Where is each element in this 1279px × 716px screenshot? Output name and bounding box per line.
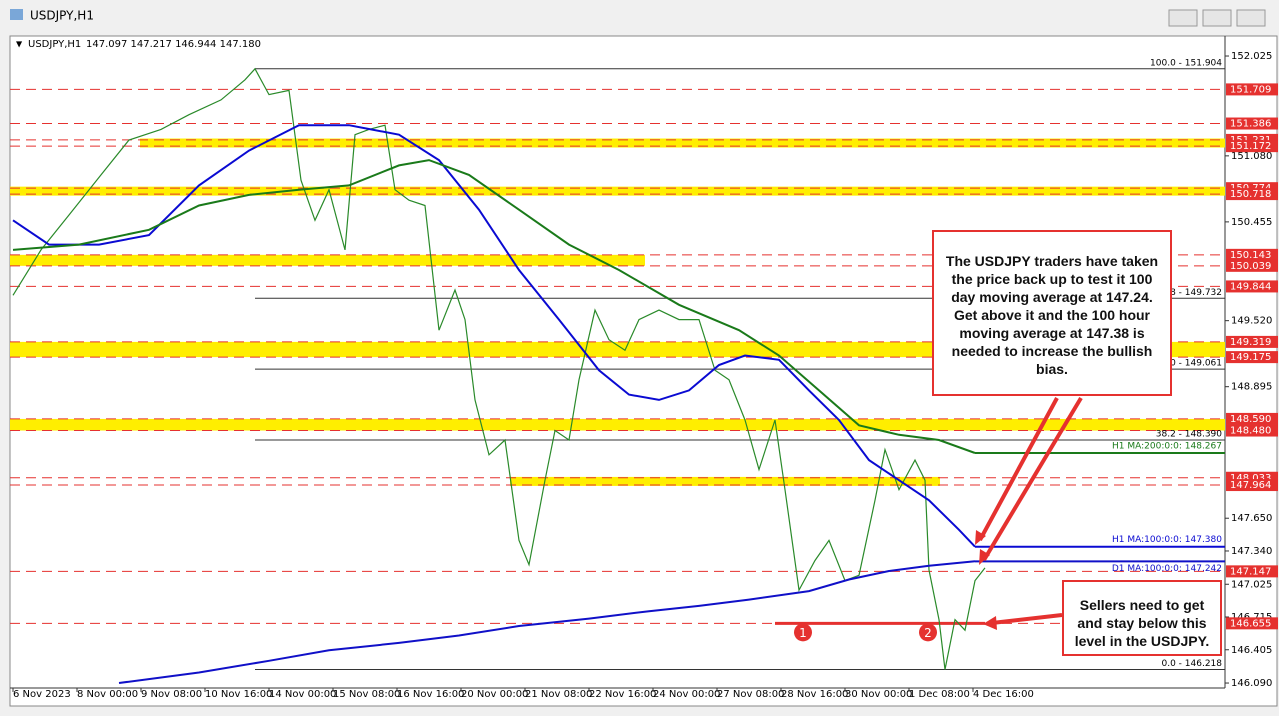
price-box-label: 150.039	[1230, 261, 1271, 272]
price-box-label: 149.319	[1230, 337, 1271, 348]
arrow-head	[975, 530, 986, 545]
fib-label: 61.8 - 149.732	[1156, 288, 1222, 298]
price-box-label: 149.175	[1230, 352, 1271, 363]
price-line	[12, 67, 986, 670]
y-tick-label: 148.895	[1231, 382, 1272, 393]
price-box	[1226, 617, 1278, 630]
price-box-label: 150.718	[1230, 189, 1271, 200]
ma-label: H1 MA:100:0:0: 147.380	[1112, 535, 1222, 545]
y-tick-label: 147.650	[1231, 513, 1272, 524]
y-tick-label: 147.340	[1231, 546, 1272, 557]
price-box	[1226, 565, 1278, 578]
arrow-head	[979, 549, 990, 565]
arrow-head	[983, 616, 997, 630]
marker-label: 1	[799, 626, 807, 640]
support-zone	[10, 418, 1225, 431]
y-tick-label: 147.025	[1231, 579, 1272, 590]
price-box	[1226, 479, 1278, 492]
marker	[919, 623, 937, 642]
x-tick-label: 30 Nov 00:00	[845, 689, 912, 700]
y-tick-label: 149.520	[1231, 316, 1272, 327]
price-box	[1226, 83, 1278, 96]
moving-average	[12, 124, 976, 548]
price-box-label: 146.655	[1230, 618, 1271, 629]
x-tick-label: 10 Nov 16:00	[205, 689, 272, 700]
x-tick-label: 14 Nov 00:00	[269, 689, 336, 700]
price-box-label: 148.590	[1230, 414, 1271, 425]
arrow	[982, 396, 1083, 562]
support-zone	[10, 341, 1225, 358]
y-tick-label: 151.080	[1231, 151, 1272, 162]
price-box	[1226, 412, 1278, 425]
x-tick-label: 27 Nov 08:00	[717, 689, 784, 700]
x-tick-label: 24 Nov 00:00	[653, 689, 720, 700]
callout: The USDJPY traders have taken the price …	[932, 230, 1172, 396]
price-box	[1226, 259, 1278, 272]
price-box-label: 148.480	[1230, 426, 1271, 437]
window-icon	[10, 9, 23, 20]
x-tick-label: 4 Dec 16:00	[973, 689, 1034, 700]
marker-label: 2	[924, 626, 932, 640]
price-box-label: 151.172	[1230, 141, 1271, 152]
ohlc: 147.097 147.217 146.944 147.180	[86, 39, 261, 50]
moving-average	[12, 159, 976, 454]
x-tick-label: 8 Nov 00:00	[77, 689, 138, 700]
arrow	[978, 397, 1059, 541]
x-tick-label: 22 Nov 16:00	[589, 689, 656, 700]
price-box	[1226, 117, 1278, 130]
support-zone	[140, 138, 1225, 148]
x-tick-label: 9 Nov 08:00	[141, 689, 202, 700]
close-button[interactable]	[1236, 9, 1266, 27]
fib-label: 0.0 - 146.218	[1162, 659, 1223, 669]
support-zone	[10, 186, 1225, 196]
menu-arrow: ▼	[16, 40, 23, 49]
price-box	[1226, 188, 1278, 201]
y-tick-label: 150.455	[1231, 217, 1272, 228]
y-tick-label: 146.090	[1231, 678, 1272, 689]
price-box-label: 147.964	[1230, 480, 1271, 491]
fib-label: 100.0 - 151.904	[1150, 58, 1222, 68]
price-box-label: 151.386	[1230, 119, 1271, 130]
x-tick-label: 16 Nov 16:00	[397, 689, 464, 700]
price-box-label: 150.143	[1230, 250, 1271, 261]
price-box	[1226, 248, 1278, 261]
price-box	[1226, 351, 1278, 364]
symbol: USDJPY,H1	[28, 39, 81, 50]
support-zone	[510, 476, 940, 486]
price-box-label: 147.147	[1230, 566, 1271, 577]
price-box	[1226, 424, 1278, 437]
price-box-label: 151.709	[1230, 84, 1271, 95]
title-bar	[0, 0, 1279, 32]
price-box	[1226, 335, 1278, 348]
price-box	[1226, 140, 1278, 153]
marker	[794, 623, 812, 642]
callout: Sellers need to get and stay below this …	[1062, 580, 1222, 656]
arrow	[991, 613, 1063, 625]
y-tick-label: 152.025	[1231, 51, 1272, 62]
window-title: USDJPY,H1	[30, 9, 94, 23]
minimize-button[interactable]	[1168, 9, 1198, 27]
price-box-label: 149.844	[1230, 281, 1271, 292]
fib-label: 38.2 - 148.390	[1156, 430, 1222, 440]
support-zone	[10, 254, 645, 266]
x-tick-label: 6 Nov 2023	[13, 689, 71, 700]
ma-label: H1 MA:200:0:0: 148.267	[1112, 442, 1222, 452]
y-tick-label: 146.405	[1231, 645, 1272, 656]
x-tick-label: 28 Nov 16:00	[781, 689, 848, 700]
moving-average	[118, 560, 976, 684]
x-tick-label: 1 Dec 08:00	[909, 689, 970, 700]
x-tick-label: 15 Nov 08:00	[333, 689, 400, 700]
fib-label: 50.0 - 149.061	[1156, 359, 1222, 369]
x-tick-label: 20 Nov 00:00	[461, 689, 528, 700]
maximize-button[interactable]	[1202, 9, 1232, 27]
price-box	[1226, 280, 1278, 293]
ma-label: D1 MA:100:0:0: 147.242	[1112, 564, 1222, 574]
price-box-label: 148.033	[1230, 473, 1271, 484]
x-tick-label: 21 Nov 08:00	[525, 689, 592, 700]
